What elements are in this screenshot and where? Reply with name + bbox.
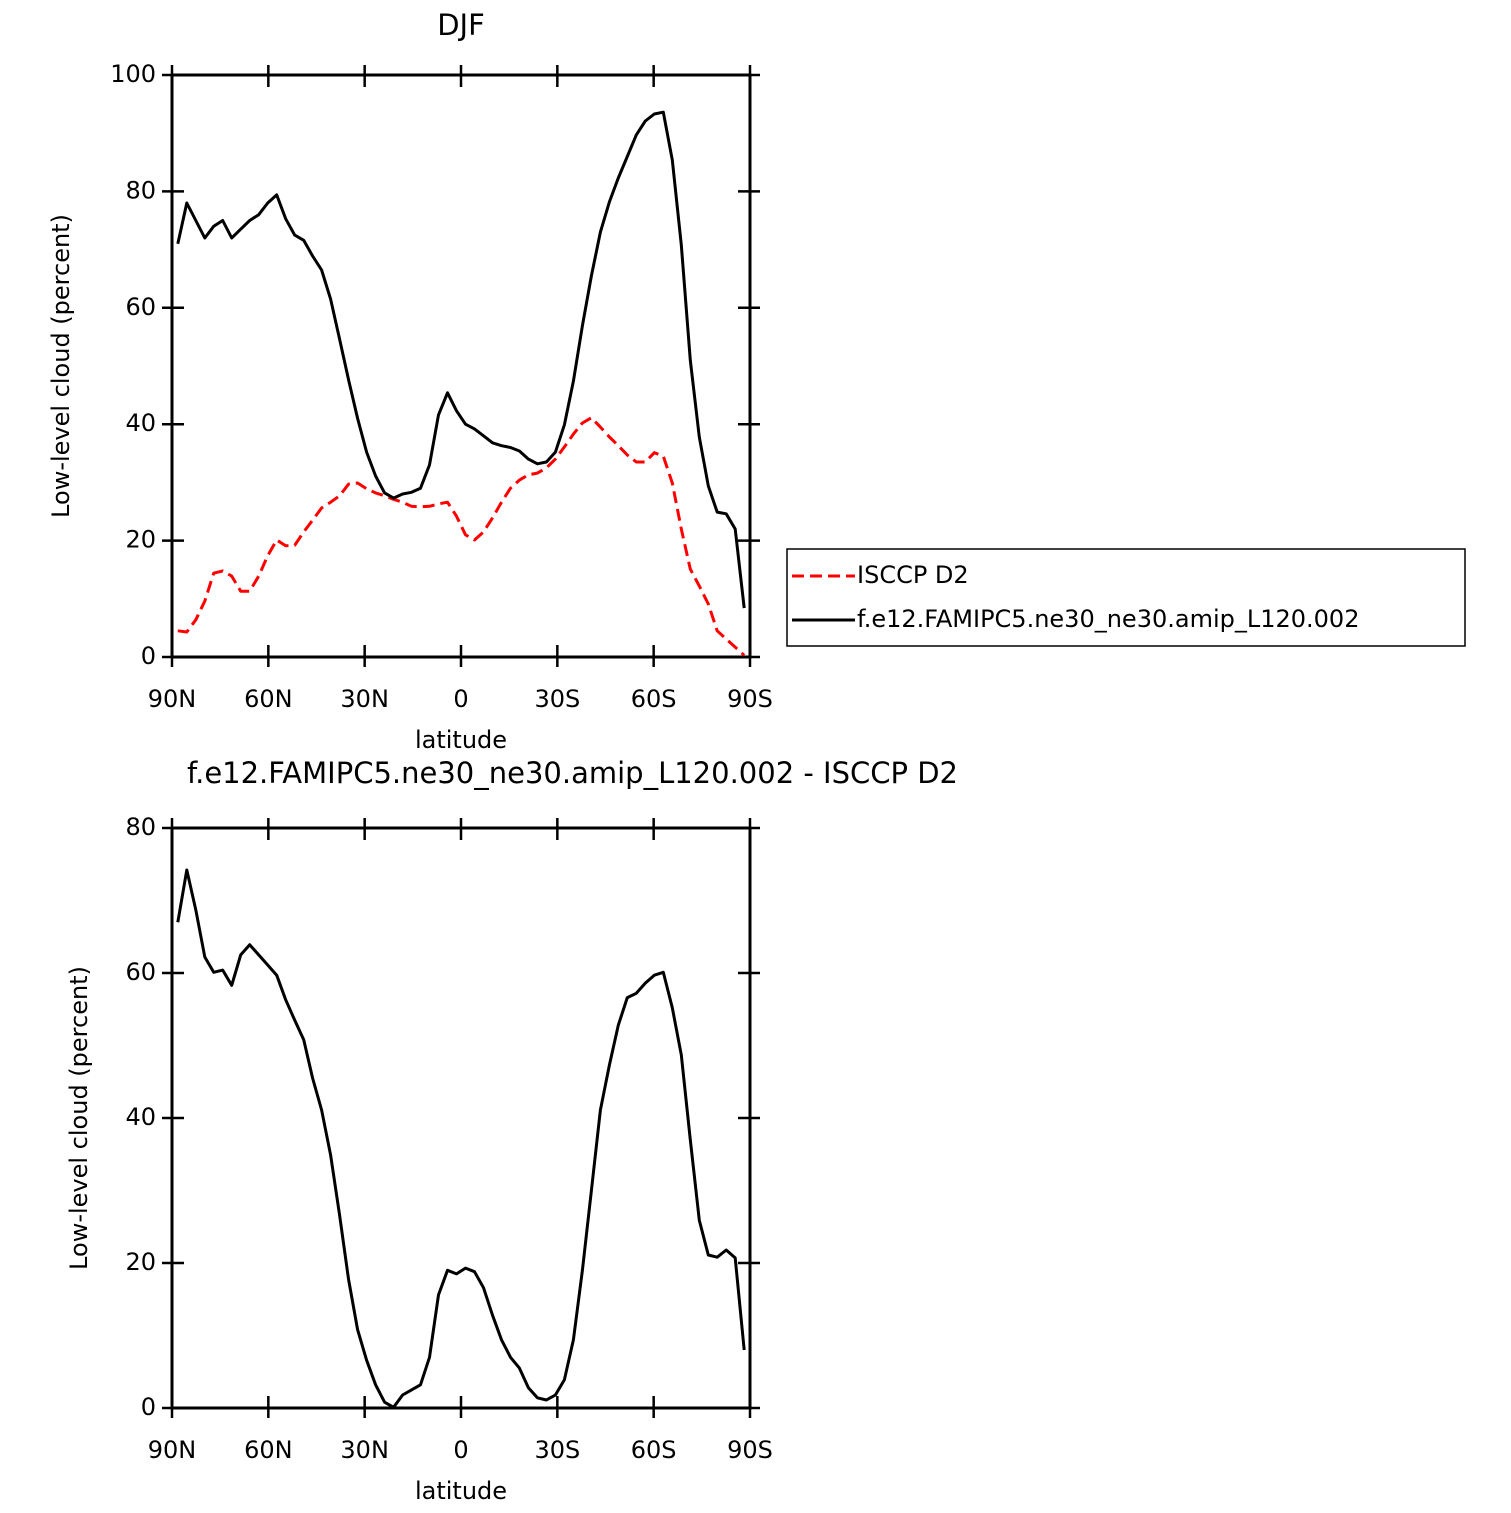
y-tick-label: 80 [125, 813, 156, 841]
x-tick-label: 60N [244, 1436, 293, 1464]
x-tick-label: 30N [340, 1436, 389, 1464]
y-tick-label: 60 [125, 293, 156, 321]
x-tick-label: 90S [727, 1436, 773, 1464]
x-tick-label: 30S [534, 1436, 580, 1464]
x-axis-label: latitude [415, 726, 507, 754]
y-tick-label: 20 [125, 526, 156, 554]
plot-frame [170, 73, 752, 659]
series-line [177, 416, 746, 657]
y-axis-label: Low-level cloud (percent) [65, 966, 93, 1270]
x-tick-label: 30N [340, 685, 389, 713]
x-tick-label: 90S [727, 685, 773, 713]
y-tick-label: 0 [141, 1393, 156, 1421]
legend-label: f.e12.FAMIPC5.ne30_ne30.amip_L120.002 [857, 605, 1359, 633]
y-tick-label: 100 [110, 60, 156, 88]
x-tick-label: 0 [453, 1436, 468, 1464]
legend-label: ISCCP D2 [857, 561, 969, 589]
y-tick-label: 80 [125, 176, 156, 204]
x-axis-label: latitude [415, 1477, 507, 1505]
y-tick-label: 40 [125, 1103, 156, 1131]
y-tick-label: 40 [125, 409, 156, 437]
series-line [176, 868, 746, 1409]
y-tick-label: 0 [141, 642, 156, 670]
x-tick-label: 90N [148, 1436, 197, 1464]
y-tick-label: 60 [125, 958, 156, 986]
x-tick-label: 0 [453, 685, 468, 713]
plot-frame [170, 826, 752, 1410]
chart-title: f.e12.FAMIPC5.ne30_ne30.amip_L120.002 - … [187, 756, 958, 790]
series-line [176, 110, 746, 609]
x-tick-label: 60N [244, 685, 293, 713]
y-tick-label: 20 [125, 1248, 156, 1276]
x-tick-label: 60S [631, 685, 677, 713]
x-tick-label: 30S [534, 685, 580, 713]
y-axis-label: Low-level cloud (percent) [47, 214, 75, 518]
x-tick-label: 60S [631, 1436, 677, 1464]
chart-title: DJF [437, 8, 485, 42]
legend-box [786, 548, 1466, 647]
x-tick-label: 90N [148, 685, 197, 713]
